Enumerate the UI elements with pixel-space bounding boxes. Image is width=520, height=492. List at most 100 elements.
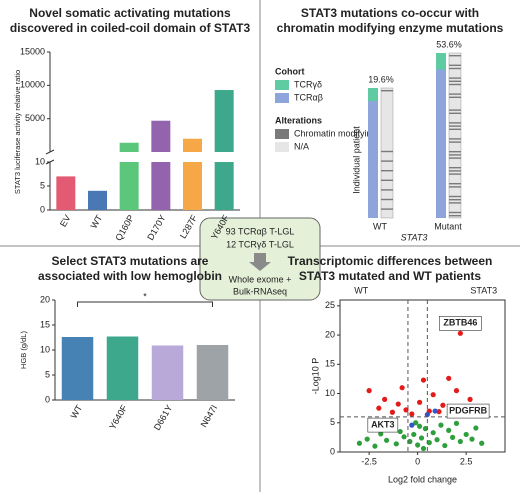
y-tick-label: 15 [325, 359, 335, 369]
point [438, 422, 444, 428]
alteration-stripe [449, 151, 461, 153]
bar-lower [151, 162, 171, 210]
alteration-stripe [449, 186, 461, 188]
y-axis-label: Individual patient [351, 126, 361, 194]
bar-lower [214, 162, 234, 210]
point [432, 408, 438, 414]
bar-lower [119, 162, 139, 210]
alteration-stripe [381, 90, 393, 92]
point [401, 434, 407, 440]
group-label: STAT3 [470, 285, 497, 295]
legend-swatch [275, 129, 289, 139]
x-tick-label: D170Y [145, 213, 167, 242]
point [449, 434, 456, 440]
point [409, 422, 415, 428]
point [364, 436, 370, 442]
point [411, 431, 417, 438]
point [413, 420, 419, 426]
alteration-stripe [449, 67, 461, 70]
alteration-stripe [449, 183, 461, 185]
x-axis-label: Log2 fold change [388, 474, 457, 484]
panel-title: chromatin modifying enzyme mutations [277, 21, 504, 35]
center-text: Bulk-RNAseq [233, 286, 287, 296]
x-tick-label: N647I [199, 403, 220, 429]
y-tick-label: 10 [35, 156, 45, 166]
legend-label: TCRγδ [294, 79, 322, 89]
alteration-stripe [449, 215, 461, 217]
alteration-stripe [449, 141, 461, 143]
point [422, 426, 429, 432]
alteration-stripe [381, 189, 393, 191]
x-tick-label: -2.5 [361, 456, 377, 466]
bar [88, 190, 107, 210]
y-tick-label: 20 [40, 294, 50, 304]
point [446, 375, 452, 381]
alteration-stripe [449, 109, 461, 111]
y-tick-label: 5 [45, 369, 50, 379]
point [415, 442, 421, 448]
significance-label: * [143, 291, 147, 301]
alteration-stripe [449, 167, 461, 169]
alteration-stripe [381, 179, 393, 181]
bar [106, 336, 139, 400]
cohort-strip [368, 88, 378, 101]
legend-swatch [275, 142, 289, 152]
bar [151, 120, 171, 210]
point [420, 377, 427, 383]
point [409, 411, 415, 417]
y-tick-label: 10 [40, 344, 50, 354]
point [418, 435, 425, 441]
panel-title: Novel somatic activating mutations [29, 6, 231, 20]
x-tick-label: EV [58, 213, 73, 228]
bar-upper [214, 90, 234, 152]
panel-title: Select STAT3 mutations are [52, 254, 209, 268]
x-tick-label: L287F [178, 213, 200, 241]
point [436, 409, 442, 415]
center-text: Whole exome + [229, 274, 292, 284]
alteration-stripe [449, 64, 461, 66]
group-label: WT [354, 285, 368, 295]
point [366, 388, 372, 394]
bar-lower [183, 162, 202, 210]
y-tick-label: 5000 [25, 113, 45, 123]
alteration-strip [380, 87, 394, 219]
alteration-bg [380, 87, 394, 219]
alteration-stripe [381, 160, 393, 162]
y-tick-label: 5 [40, 180, 45, 190]
point [453, 420, 460, 426]
significance-bracket [77, 301, 213, 307]
x-axis-label: STAT3 [401, 232, 428, 242]
cohort-strip [436, 53, 446, 70]
alteration-stripe [381, 150, 393, 153]
legend-label: N/A [294, 141, 309, 151]
alteration-stripe [449, 128, 461, 130]
alteration-stripe [381, 208, 393, 210]
y-tick-label: 15 [40, 319, 50, 329]
y-tick-label: 0 [330, 446, 335, 456]
point [434, 437, 440, 443]
y-tick-label: 0 [40, 204, 45, 214]
bar [61, 337, 94, 400]
alteration-stripe [449, 83, 461, 86]
point [479, 440, 485, 446]
x-tick-label: WT [89, 213, 105, 231]
value-label: 53.6% [436, 39, 462, 49]
point [395, 401, 401, 407]
point [430, 392, 436, 398]
y-tick-label: 10000 [20, 80, 45, 90]
point [446, 427, 452, 433]
legend-label: Chromatin modifying [294, 128, 377, 138]
point [416, 399, 423, 405]
y-tick-label: 0 [45, 394, 50, 404]
alteration-stripe [381, 198, 393, 201]
y-tick-label: 5 [330, 417, 335, 427]
y-axis-label: HGB (g/dL) [19, 331, 28, 369]
center-text: 12 TCRγδ T-LGL [226, 239, 294, 249]
gene-label-box [446, 403, 490, 419]
gene-label-box [367, 417, 399, 433]
alteration-stripe [449, 96, 461, 98]
point [430, 430, 436, 436]
panel-title: associated with low hemoglobin [38, 269, 222, 283]
panel-title: discovered in coiled-coil domain of STAT… [10, 21, 251, 35]
